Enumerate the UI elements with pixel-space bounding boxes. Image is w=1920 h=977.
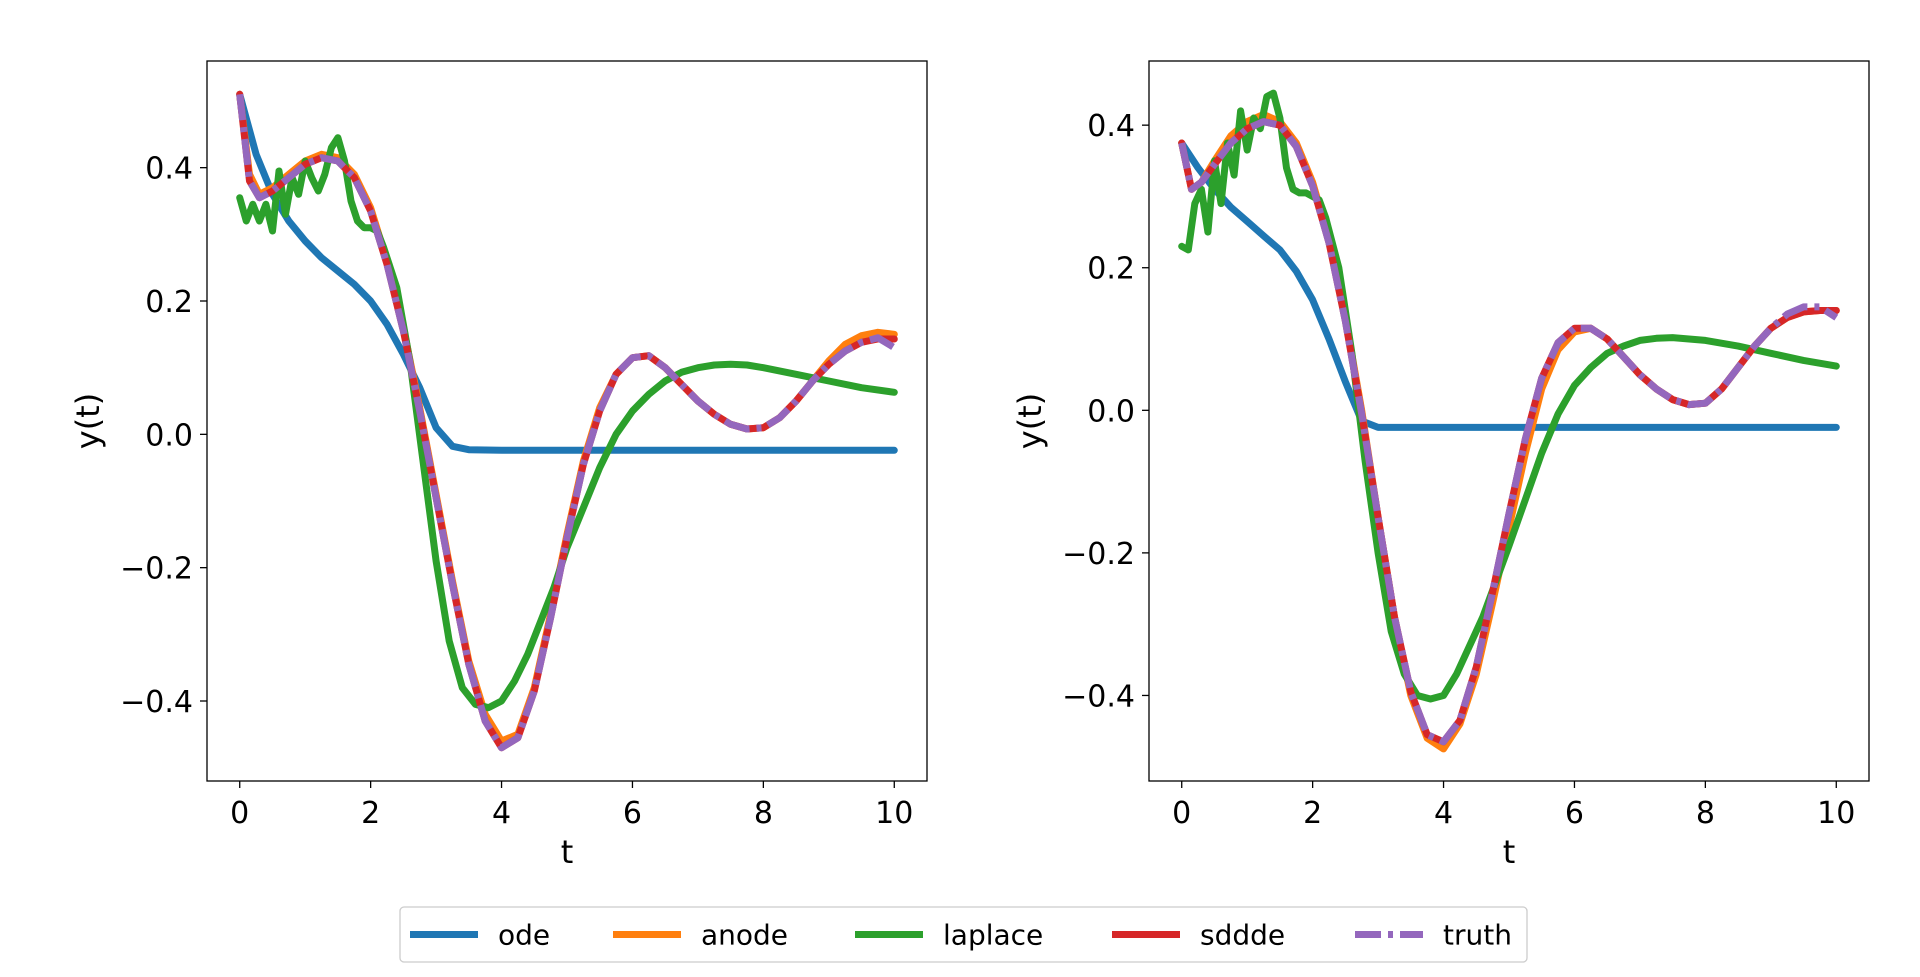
legend-entry-laplace: laplace: [855, 919, 1043, 952]
y-tick-label: 0.0: [1087, 394, 1135, 429]
y-tick-label: 0.0: [145, 418, 193, 453]
y-tick-label: 0.4: [145, 152, 193, 187]
x-tick-label: 0: [1172, 796, 1191, 831]
x-axis-label: t: [561, 833, 574, 871]
y-tick-label: −0.4: [1062, 679, 1135, 714]
legend-label: ode: [498, 919, 550, 952]
x-tick-label: 10: [1817, 796, 1855, 831]
legend-entry-sddde: sddde: [1112, 919, 1285, 952]
y-tick-label: −0.4: [120, 685, 193, 720]
legend-label: truth: [1443, 919, 1512, 952]
y-axis-label: y(t): [69, 393, 107, 449]
series-line-laplace: [236, 134, 898, 712]
x-tick-label: 4: [1434, 796, 1453, 831]
x-tick-label: 2: [1303, 796, 1322, 831]
legend-label: laplace: [943, 919, 1043, 952]
legend-frame: [399, 906, 1528, 963]
right-panel: 0 2 4 6 8 10 −0.4 −0.2 0.0 0.2 0.4 t y(t): [1011, 60, 1870, 871]
series-group: [236, 90, 898, 752]
x-tick-label: 10: [875, 796, 913, 831]
series-group: [1178, 89, 1840, 753]
legend-entry-truth: truth: [1355, 919, 1512, 952]
plot-frame: [1148, 60, 1870, 782]
series-line-truth: [236, 93, 897, 752]
series-line-sddde: [236, 90, 898, 752]
y-tick-label: 0.4: [1087, 109, 1135, 144]
y-tick-label: −0.2: [1062, 537, 1135, 572]
y-tick-label: 0.2: [145, 285, 193, 320]
series-line-anode: [236, 90, 898, 745]
y-tick-label: 0.2: [1087, 252, 1135, 287]
x-tick-label: 2: [361, 796, 380, 831]
y-tick-label: −0.2: [120, 552, 193, 587]
y-axis-label: y(t): [1011, 393, 1049, 449]
x-axis-label: t: [1503, 833, 1516, 871]
x-tick-label: 8: [1696, 796, 1715, 831]
series-line-laplace: [1178, 89, 1840, 703]
legend-label: anode: [701, 919, 788, 952]
x-tick-label: 0: [230, 796, 249, 831]
x-tick-label: 4: [492, 796, 511, 831]
legend-label: sddde: [1200, 919, 1285, 952]
series-line-sddde: [1178, 118, 1840, 746]
series-line-truth: [1178, 118, 1839, 746]
series-line-anode: [1178, 111, 1840, 753]
x-tick-label: 8: [754, 796, 773, 831]
plot-frame: [206, 60, 928, 782]
legend: ode anode laplace sddde truth: [399, 906, 1528, 963]
legend-entry-ode: ode: [410, 919, 550, 952]
left-panel: 0 2 4 6 8 10 −0.4 −0.2 0.0 0.2 0.4 t y(t): [69, 60, 928, 871]
x-tick-label: 6: [623, 796, 642, 831]
legend-entry-anode: anode: [613, 919, 788, 952]
series-line-ode: [1178, 139, 1840, 431]
x-tick-label: 6: [1565, 796, 1584, 831]
